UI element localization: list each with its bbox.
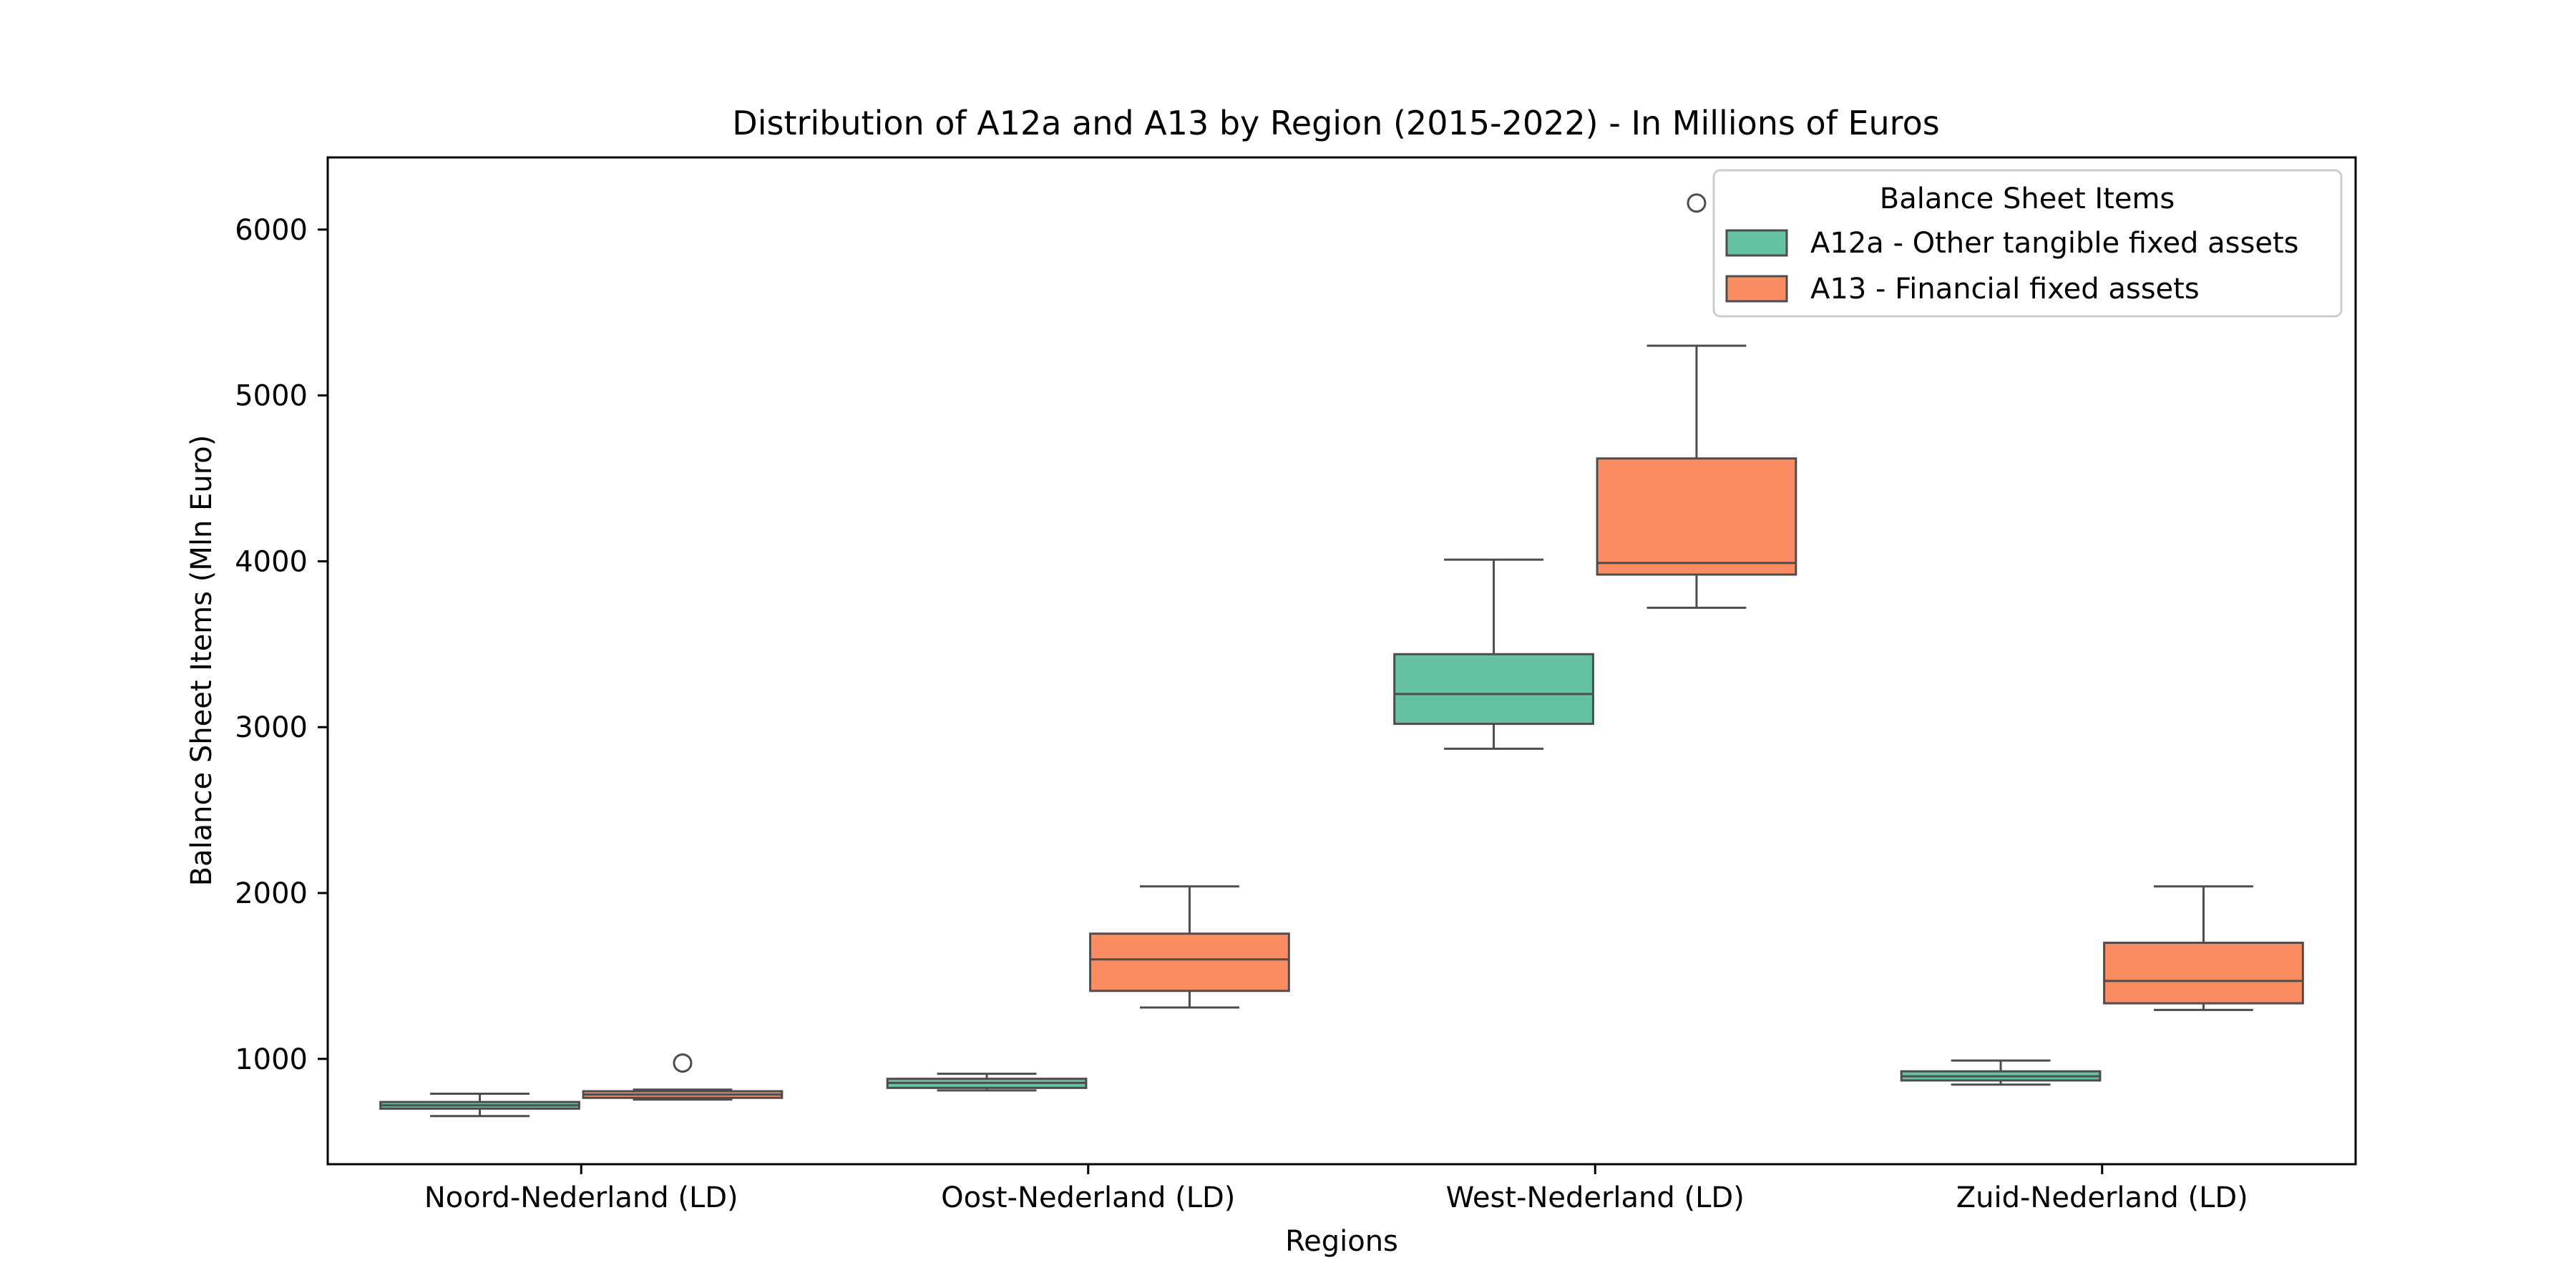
x-tick-label: Zuid-Nederland (LD) <box>1956 1181 2248 1214</box>
x-tick-label: West-Nederland (LD) <box>1446 1181 1745 1214</box>
legend: Balance Sheet Items A12a - Other tangibl… <box>1712 169 2343 318</box>
legend-swatch-a12a <box>1725 229 1788 257</box>
y-tick-label: 4000 <box>235 545 308 578</box>
outlier-point <box>673 1053 693 1073</box>
box-group <box>1089 885 1290 1009</box>
box <box>1089 932 1290 992</box>
y-tick-label: 6000 <box>235 214 308 247</box>
box <box>2103 942 2304 1005</box>
outlier-point <box>1687 193 1707 213</box>
box <box>1596 457 1797 576</box>
x-axis-label: Regions <box>1285 1225 1398 1258</box>
y-tick-label: 1000 <box>235 1043 308 1076</box>
x-axis: Noord-Nederland (LD) Oost-Nederland (LD) W… <box>424 1164 2248 1214</box>
box-group <box>582 1053 784 1101</box>
y-tick-label: 3000 <box>235 711 308 744</box>
y-axis-label: Balance Sheet Items (Mln Euro) <box>185 435 218 887</box>
box-group <box>2103 885 2304 1011</box>
y-axis: 1000 2000 3000 4000 5000 6000 <box>235 214 328 1076</box>
legend-label-a13: A13 - Financial fixed assets <box>1810 273 2200 306</box>
box <box>1393 653 1594 726</box>
legend-swatch-a13 <box>1725 275 1788 303</box>
box-group <box>379 1092 580 1118</box>
legend-label-a12a: A12a - Other tangible fixed assets <box>1810 227 2298 260</box>
box-group <box>1900 1059 2102 1086</box>
plot-frame <box>326 156 2357 1166</box>
y-tick-label: 2000 <box>235 877 308 910</box>
x-tick-label: Noord-Nederland (LD) <box>424 1181 738 1214</box>
box-group <box>886 1073 1088 1092</box>
legend-title: Balance Sheet Items <box>1880 182 2175 215</box>
chart-title: Distribution of A12a and A13 by Region (… <box>732 104 1939 142</box>
box-group <box>1596 193 1797 609</box>
box-group <box>1393 558 1594 750</box>
plot-area <box>379 193 2304 1118</box>
legend-frame <box>1712 169 2343 318</box>
x-tick-label: Oost-Nederland (LD) <box>941 1181 1235 1214</box>
y-tick-label: 5000 <box>235 380 308 413</box>
